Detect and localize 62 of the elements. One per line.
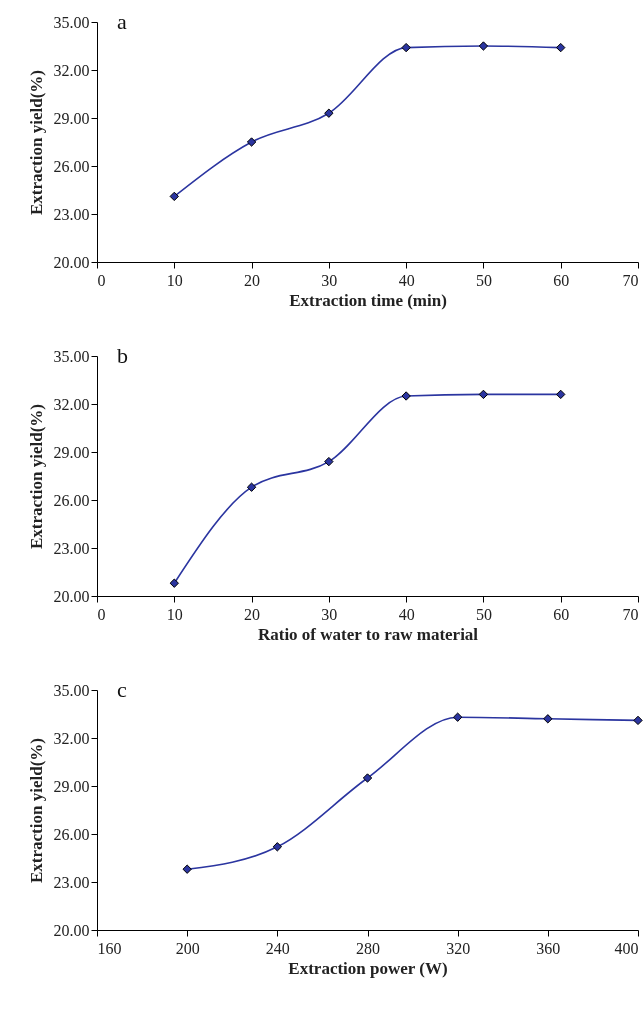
x-tick-label: 280 [356, 939, 380, 957]
x-tick-label: 0 [97, 605, 106, 623]
x-tick-label: 30 [321, 605, 338, 623]
point [324, 108, 334, 118]
y-tick-label: 32.00 [53, 61, 90, 79]
y-tick-label: 20.00 [53, 587, 90, 605]
x-tick-label: 320 [446, 939, 471, 957]
y-tick-label: 32.00 [53, 395, 90, 413]
x-tick-label: 240 [265, 939, 290, 957]
point [478, 41, 489, 51]
point [246, 482, 257, 492]
x-tick-label: 70 [622, 271, 639, 289]
x-tick-label: 60 [553, 271, 570, 289]
y-tick-label: 35.00 [53, 13, 90, 31]
point [401, 42, 411, 53]
point [401, 391, 411, 401]
y-axis-title: Extraction yield(%) [26, 404, 46, 549]
x-axis-title: Extraction time (min) [289, 290, 447, 310]
x-tick-label: 40 [398, 605, 415, 623]
annotation: b [117, 343, 128, 368]
x-tick-label: 60 [553, 605, 570, 623]
point [556, 42, 566, 53]
x-tick-label: 70 [622, 605, 639, 623]
y-tick-label: 23.00 [53, 539, 90, 557]
y-tick-label: 35.00 [53, 681, 90, 699]
x-tick-label: 40 [398, 271, 415, 289]
y-tick-label: 20.00 [53, 253, 90, 271]
x-tick-label: 160 [97, 939, 122, 957]
x-tick-label: 30 [321, 271, 338, 289]
point [478, 389, 489, 400]
y-tick-label: 29.00 [53, 109, 90, 127]
x-tick-label: 20 [244, 271, 261, 289]
x-tick-label: 50 [475, 605, 492, 623]
x-tick-label: 400 [614, 939, 639, 957]
x-tick-label: 10 [166, 271, 183, 289]
y-tick-label: 23.00 [53, 873, 90, 891]
annotation: a [117, 9, 127, 34]
x-tick-label: 0 [97, 271, 106, 289]
x-axis-title: Extraction power (W) [288, 958, 448, 978]
point [169, 191, 179, 202]
y-tick-label: 32.00 [53, 729, 90, 747]
x-tick-label: 200 [175, 939, 200, 957]
x-tick-label: 10 [166, 605, 183, 623]
y-tick-label: 35.00 [53, 347, 90, 365]
point [246, 137, 257, 147]
y-tick-label: 20.00 [53, 921, 90, 939]
x-axis-title: Ratio of water to raw material [257, 624, 479, 644]
point [556, 389, 566, 400]
x-tick-label: 20 [244, 605, 261, 623]
y-tick-label: 29.00 [53, 443, 90, 461]
point [324, 456, 334, 467]
y-axis-title: Extraction yield(%) [26, 738, 46, 883]
y-tick-label: 29.00 [53, 777, 90, 795]
x-tick-label: 360 [536, 939, 561, 957]
x-tick-label: 50 [475, 271, 492, 289]
y-tick-label: 26.00 [53, 825, 90, 843]
y-tick-label: 26.00 [53, 491, 90, 509]
y-tick-label: 26.00 [53, 157, 90, 175]
annotation: c [117, 677, 127, 702]
point [169, 578, 179, 588]
y-tick-label: 23.00 [53, 205, 90, 223]
y-axis-title: Extraction yield(%) [26, 70, 46, 215]
